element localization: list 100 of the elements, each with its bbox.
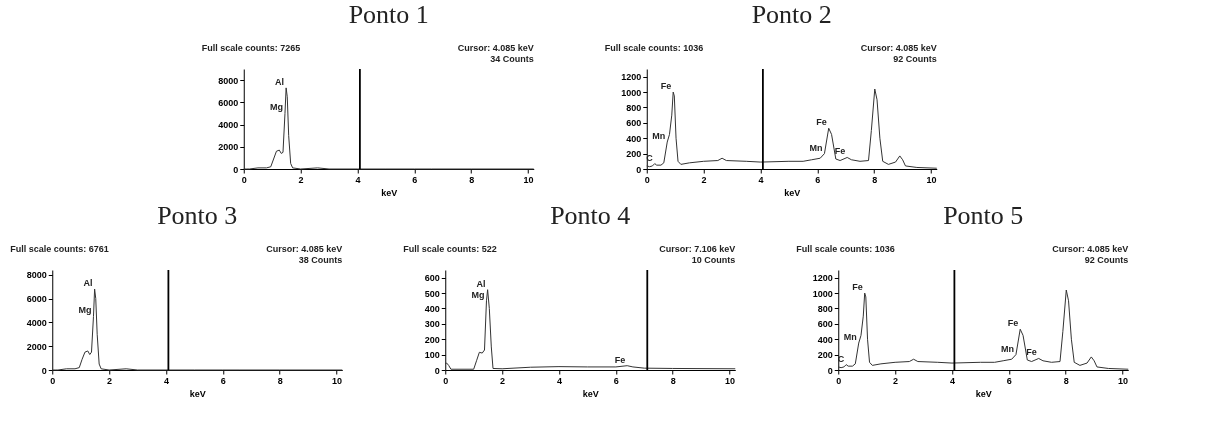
x-tick-label: 10 bbox=[523, 174, 534, 185]
annotation: Fe bbox=[834, 146, 846, 157]
x-tick-label: 2 bbox=[298, 174, 304, 185]
text: 34 Counts bbox=[490, 54, 534, 64]
x-tick-label: 0 bbox=[241, 174, 247, 185]
text: Full scale counts: 1036 bbox=[796, 244, 895, 254]
x-tick-label: 6 bbox=[613, 375, 619, 386]
y-tick-label: 800 bbox=[626, 102, 642, 113]
x-tick-label: 0 bbox=[644, 174, 650, 185]
annotation: Al bbox=[83, 278, 93, 289]
y-tick-label: 0 bbox=[434, 365, 440, 376]
y-tick-label: 600 bbox=[424, 273, 440, 284]
y-tick-label: 0 bbox=[636, 164, 642, 175]
x-tick-label: 4 bbox=[758, 174, 764, 185]
y-tick-label: 200 bbox=[817, 350, 833, 361]
text: 10 Counts bbox=[691, 255, 736, 265]
y-tick-label: 1000 bbox=[621, 87, 642, 98]
x-tick-label: 2 bbox=[701, 174, 707, 185]
x-tick-label: 8 bbox=[670, 375, 676, 386]
chart-title: Ponto 1 bbox=[348, 0, 429, 29]
text: Full scale counts: 522 bbox=[403, 244, 497, 254]
chart-title: Ponto 2 bbox=[751, 0, 832, 29]
x-tick-label: 8 bbox=[277, 375, 283, 386]
x-tick-label: 4 bbox=[163, 375, 169, 386]
annotation: Mn bbox=[843, 332, 857, 343]
x-axis-title: keV bbox=[784, 187, 801, 198]
x-tick-label: 2 bbox=[893, 375, 899, 386]
x-tick-label: 2 bbox=[107, 375, 113, 386]
y-tick-label: 6000 bbox=[218, 97, 239, 108]
y-tick-label: 1000 bbox=[812, 288, 833, 299]
annotation: Mn bbox=[809, 142, 823, 153]
text: 92 Counts bbox=[893, 54, 937, 64]
annotation: Fe bbox=[614, 354, 626, 365]
x-tick-label: 10 bbox=[1118, 375, 1129, 386]
x-tick-label: 0 bbox=[836, 375, 842, 386]
y-tick-label: 400 bbox=[817, 334, 833, 345]
y-tick-label: 200 bbox=[424, 334, 440, 345]
annotation: Al bbox=[275, 76, 285, 87]
annotation: Fe bbox=[852, 282, 863, 293]
annotation: Mg bbox=[471, 289, 485, 300]
y-tick-label: 4000 bbox=[218, 120, 239, 131]
text: Cursor: 4.085 keV bbox=[266, 244, 343, 254]
x-tick-label: 4 bbox=[556, 375, 562, 386]
annotation: Fe bbox=[660, 81, 672, 92]
y-tick-label: 0 bbox=[41, 365, 47, 376]
annotation: Fe bbox=[816, 117, 827, 128]
x-tick-label: 6 bbox=[1006, 375, 1012, 386]
x-axis-title: keV bbox=[582, 388, 599, 399]
x-axis-title: keV bbox=[381, 187, 398, 198]
y-tick-label: 2000 bbox=[26, 341, 47, 352]
x-axis-title: keV bbox=[189, 388, 206, 399]
y-tick-label: 1200 bbox=[812, 273, 833, 284]
x-axis-title: keV bbox=[975, 388, 992, 399]
text: Full scale counts: 1036 bbox=[604, 43, 704, 53]
y-tick-label: 2000 bbox=[218, 142, 239, 153]
x-tick-label: 10 bbox=[332, 375, 343, 386]
x-tick-label: 6 bbox=[815, 174, 821, 185]
text: Cursor: 4.085 keV bbox=[1052, 244, 1129, 254]
y-tick-label: 500 bbox=[424, 288, 440, 299]
x-tick-label: 4 bbox=[949, 375, 955, 386]
y-tick-label: 8000 bbox=[218, 75, 239, 86]
annotation: Mn bbox=[1000, 343, 1014, 354]
y-tick-label: 300 bbox=[424, 319, 440, 330]
chart-title: Ponto 3 bbox=[157, 201, 238, 230]
x-tick-label: 8 bbox=[872, 174, 878, 185]
y-tick-label: 100 bbox=[424, 350, 440, 361]
x-tick-label: 2 bbox=[500, 375, 506, 386]
x-tick-label: 0 bbox=[443, 375, 449, 386]
annotation: Mg bbox=[269, 102, 283, 113]
text: Full scale counts: 7265 bbox=[201, 43, 301, 53]
annotation: Mn bbox=[652, 131, 666, 142]
x-tick-label: 6 bbox=[412, 174, 418, 185]
y-tick-label: 600 bbox=[817, 319, 833, 330]
x-tick-label: 0 bbox=[50, 375, 56, 386]
x-tick-label: 10 bbox=[926, 174, 937, 185]
chart-title: Ponto 4 bbox=[550, 201, 631, 230]
x-tick-label: 10 bbox=[725, 375, 736, 386]
annotation: Fe bbox=[1026, 347, 1037, 358]
text: Cursor: 7.106 keV bbox=[659, 244, 736, 254]
x-tick-label: 8 bbox=[1063, 375, 1069, 386]
y-tick-label: 400 bbox=[626, 133, 642, 144]
y-tick-label: 0 bbox=[233, 164, 239, 175]
y-tick-label: 600 bbox=[626, 118, 642, 129]
y-tick-label: 200 bbox=[626, 149, 642, 160]
text: Full scale counts: 6761 bbox=[10, 244, 109, 254]
chart-title: Ponto 5 bbox=[943, 201, 1024, 230]
y-tick-label: 400 bbox=[424, 303, 440, 314]
text: Cursor: 4.085 keV bbox=[457, 43, 534, 53]
text: Cursor: 4.085 keV bbox=[860, 43, 937, 53]
y-tick-label: 800 bbox=[817, 303, 833, 314]
x-tick-label: 4 bbox=[355, 174, 361, 185]
text: 38 Counts bbox=[298, 255, 343, 265]
y-tick-label: 4000 bbox=[26, 317, 47, 328]
annotation: Mg bbox=[78, 305, 92, 316]
y-tick-label: 6000 bbox=[26, 294, 47, 305]
x-tick-label: 8 bbox=[469, 174, 475, 185]
text: 92 Counts bbox=[1084, 255, 1129, 265]
y-tick-label: 8000 bbox=[26, 270, 47, 281]
annotation: Al bbox=[476, 278, 486, 289]
x-tick-label: 6 bbox=[220, 375, 226, 386]
